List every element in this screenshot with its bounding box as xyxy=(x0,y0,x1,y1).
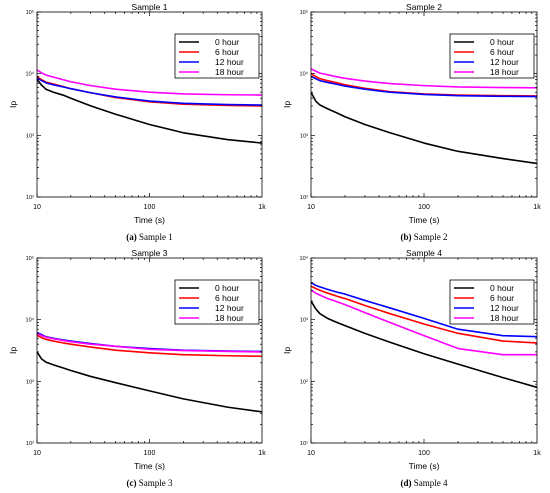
y-tick-label: 10³ xyxy=(26,379,34,385)
y-tick-label: 10² xyxy=(26,195,34,201)
chart-panel-2: Sample 2 10 100 1k 10² 10³ 10⁴ 10⁵ Time (s) Ip 0 h… xyxy=(282,2,541,242)
panel-caption: (d) Sample 4 xyxy=(401,478,448,488)
y-tick-label: 10⁴ xyxy=(300,255,309,262)
series-line-18-hour xyxy=(311,289,537,356)
panel-caption: (a) Sample 1 xyxy=(126,232,173,242)
legend-label: 6 hour xyxy=(215,293,239,303)
legend-label: 6 hour xyxy=(490,293,514,303)
series-line-6-hour xyxy=(37,334,262,358)
y-tick-label: 10³ xyxy=(26,133,34,139)
x-tick-label: 1k xyxy=(258,204,266,211)
x-tick-label: 100 xyxy=(144,204,156,211)
y-axis-label: Ip xyxy=(282,347,292,354)
x-axis-label: Time (s) xyxy=(409,461,440,471)
x-axis-label: Time (s) xyxy=(134,461,165,471)
chart-title: Sample 3 xyxy=(132,248,168,258)
y-tick-label: 10⁵ xyxy=(26,9,34,16)
y-axis-label: Ip xyxy=(8,347,18,354)
caption-text: Sample 4 xyxy=(412,478,448,488)
legend-label: 0 hour xyxy=(490,283,514,293)
y-tick-label: 10³ xyxy=(300,133,308,139)
series-line-12-hour xyxy=(37,77,262,106)
chart-title: Sample 1 xyxy=(132,2,168,12)
legend-label: 12 hour xyxy=(215,303,244,313)
legend-label: 0 hour xyxy=(490,37,514,47)
legend-label: 18 hour xyxy=(215,67,244,77)
y-tick-label: 10³ xyxy=(300,318,308,324)
caption-letter: (d) xyxy=(401,478,412,488)
series-line-12-hour xyxy=(311,75,537,98)
y-tick-label: 10⁵ xyxy=(26,255,34,262)
caption-text: Sample 3 xyxy=(137,478,173,488)
x-tick-label: 10 xyxy=(33,204,41,211)
x-tick-label: 10 xyxy=(33,450,41,457)
legend-label: 12 hour xyxy=(215,57,244,67)
chart-panel-4: Sample 4 10 100 1k 10¹ 10² 10³ 10⁴ Time (s) Ip 0 h… xyxy=(282,248,541,488)
y-tick-label: 10⁴ xyxy=(26,317,35,324)
legend-label: 12 hour xyxy=(490,303,519,313)
series-group xyxy=(311,281,537,389)
y-tick-label: 10² xyxy=(300,195,308,201)
y-tick-label: 10⁴ xyxy=(300,71,309,78)
series-line-0-hour xyxy=(37,79,262,144)
chart-title: Sample 2 xyxy=(406,2,442,12)
y-axis-label: Ip xyxy=(8,101,18,108)
x-tick-label: 10 xyxy=(307,450,315,457)
legend-label: 0 hour xyxy=(215,283,239,293)
legend-label: 12 hour xyxy=(490,57,519,67)
series-line-0-hour xyxy=(311,91,537,165)
legend-label: 6 hour xyxy=(490,47,514,57)
y-tick-label: 10² xyxy=(300,379,308,385)
series-group xyxy=(37,69,262,144)
x-tick-label: 1k xyxy=(533,450,541,457)
caption-letter: (a) xyxy=(126,232,137,242)
y-axis-label: Ip xyxy=(282,101,292,108)
x-tick-label: 1k xyxy=(533,204,541,211)
legend-label: 18 hour xyxy=(490,67,519,77)
x-tick-label: 100 xyxy=(144,450,156,457)
chart-panel-1: Sample 1 10 100 1k 10² 10³ 10⁴ 10⁵ Time (s) Ip 0 h… xyxy=(8,2,266,242)
series-line-12-hour xyxy=(311,281,537,338)
x-axis-label: Time (s) xyxy=(134,215,165,225)
legend-label: 18 hour xyxy=(215,313,244,323)
series-line-6-hour xyxy=(311,285,537,344)
caption-text: Sample 1 xyxy=(137,232,173,242)
y-tick-label: 10² xyxy=(26,441,34,447)
series-group xyxy=(37,331,262,413)
legend-label: 6 hour xyxy=(215,47,239,57)
series-line-18-hour xyxy=(311,68,537,89)
x-tick-label: 100 xyxy=(418,204,430,211)
y-tick-label: 10⁴ xyxy=(26,71,35,78)
chart-title: Sample 4 xyxy=(406,248,442,258)
series-line-18-hour xyxy=(37,69,262,96)
y-tick-label: 10¹ xyxy=(300,441,308,447)
caption-letter: (b) xyxy=(401,232,412,242)
x-tick-label: 10 xyxy=(307,204,315,211)
chart-panel-3: Sample 3 10 100 1k 10² 10³ 10⁴ 10⁵ Time (s) Ip 0 h… xyxy=(8,248,266,488)
x-axis-label: Time (s) xyxy=(409,215,440,225)
panel-caption: (b) Sample 2 xyxy=(401,232,448,242)
x-tick-label: 100 xyxy=(418,450,430,457)
y-tick-label: 10⁵ xyxy=(300,9,308,16)
legend-label: 18 hour xyxy=(490,313,519,323)
series-line-0-hour xyxy=(37,351,262,413)
panel-caption: (c) Sample 3 xyxy=(127,478,173,488)
x-tick-label: 1k xyxy=(258,450,266,457)
series-line-18-hour xyxy=(37,332,262,353)
series-line-0-hour xyxy=(311,300,537,389)
caption-letter: (c) xyxy=(127,478,137,488)
caption-text: Sample 2 xyxy=(412,232,448,242)
legend-label: 0 hour xyxy=(215,37,239,47)
series-group xyxy=(311,68,537,165)
